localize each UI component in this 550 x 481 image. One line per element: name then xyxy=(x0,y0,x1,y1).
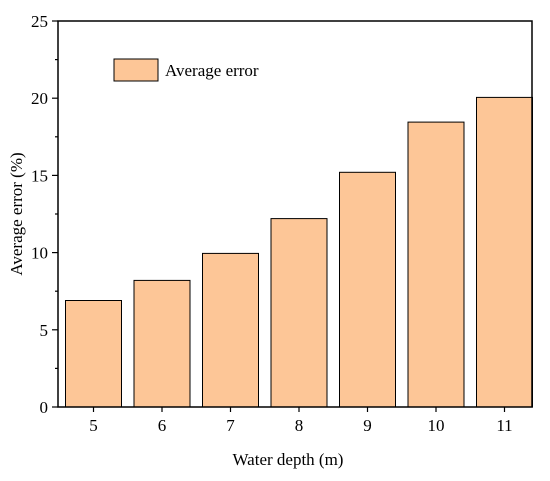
y-tick-label: 10 xyxy=(31,244,48,263)
y-tick-label: 5 xyxy=(40,321,49,340)
y-tick-label: 25 xyxy=(31,12,48,31)
x-axis: 5 6 7 8 9 10 11 xyxy=(89,407,513,435)
bar-7 xyxy=(202,252,259,408)
x-tick-label: 8 xyxy=(295,416,304,435)
x-tick-label: 7 xyxy=(226,416,235,435)
x-tick-label: 5 xyxy=(89,416,98,435)
x-tick-label: 11 xyxy=(496,416,512,435)
y-axis-title: Average error (%) xyxy=(7,152,26,275)
bars-layer xyxy=(65,96,533,408)
bar-10 xyxy=(407,121,465,408)
y-axis: 0 5 10 15 20 25 xyxy=(31,12,58,417)
y-tick-label: 15 xyxy=(31,166,48,185)
y-tick-label: 20 xyxy=(31,89,48,108)
x-axis-title: Water depth (m) xyxy=(233,450,344,469)
bar-11 xyxy=(476,96,533,408)
legend-label: Average error xyxy=(165,61,259,80)
legend-swatch xyxy=(113,58,159,82)
bar-6 xyxy=(133,279,191,408)
x-tick-label: 9 xyxy=(363,416,372,435)
legend: Average error xyxy=(113,58,259,82)
x-tick-label: 10 xyxy=(428,416,445,435)
x-tick-label: 6 xyxy=(158,416,167,435)
bar-9 xyxy=(339,171,396,408)
y-tick-label: 0 xyxy=(40,398,49,417)
bar-5 xyxy=(65,300,122,408)
bar-8 xyxy=(270,218,328,408)
